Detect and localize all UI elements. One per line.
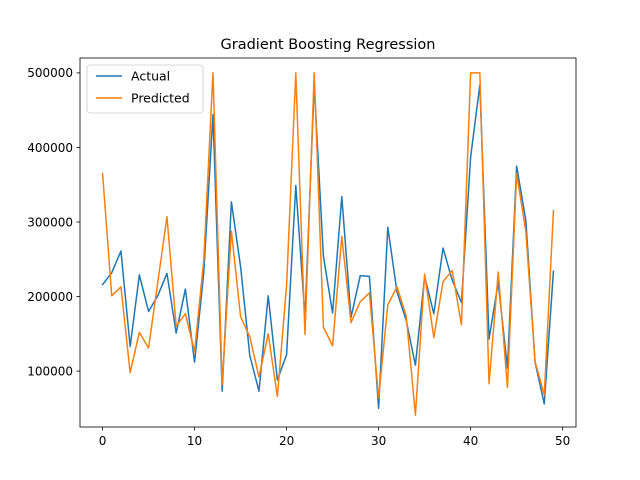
y-tick-label: 400000	[27, 141, 73, 155]
y-tick-label: 100000	[27, 364, 73, 378]
x-tick-label: 30	[371, 434, 386, 448]
plot-area	[101, 72, 555, 416]
x-tick-label: 10	[187, 434, 202, 448]
series-line-predicted	[101, 72, 555, 416]
legend-label-predicted: Predicted	[131, 91, 190, 106]
x-tick-label: 20	[279, 434, 294, 448]
y-tick-label: 200000	[27, 290, 73, 304]
axes: 0 10 20 30 40 50 100000 200000 300000 400000 50000…	[27, 57, 577, 448]
x-tick-label: 50	[555, 434, 570, 448]
legend-label-actual: Actual	[131, 69, 170, 84]
y-tick-label: 500000	[27, 66, 73, 80]
x-tick-label: 0	[99, 434, 107, 448]
chart-title: Gradient Boosting Regression	[221, 37, 436, 53]
x-tick-label: 40	[463, 434, 478, 448]
legend-box	[86, 64, 204, 114]
axes-frame	[79, 57, 577, 428]
y-tick-label: 300000	[27, 215, 73, 229]
series-line-actual	[101, 84, 555, 410]
legend: Actual Predicted	[86, 64, 204, 114]
